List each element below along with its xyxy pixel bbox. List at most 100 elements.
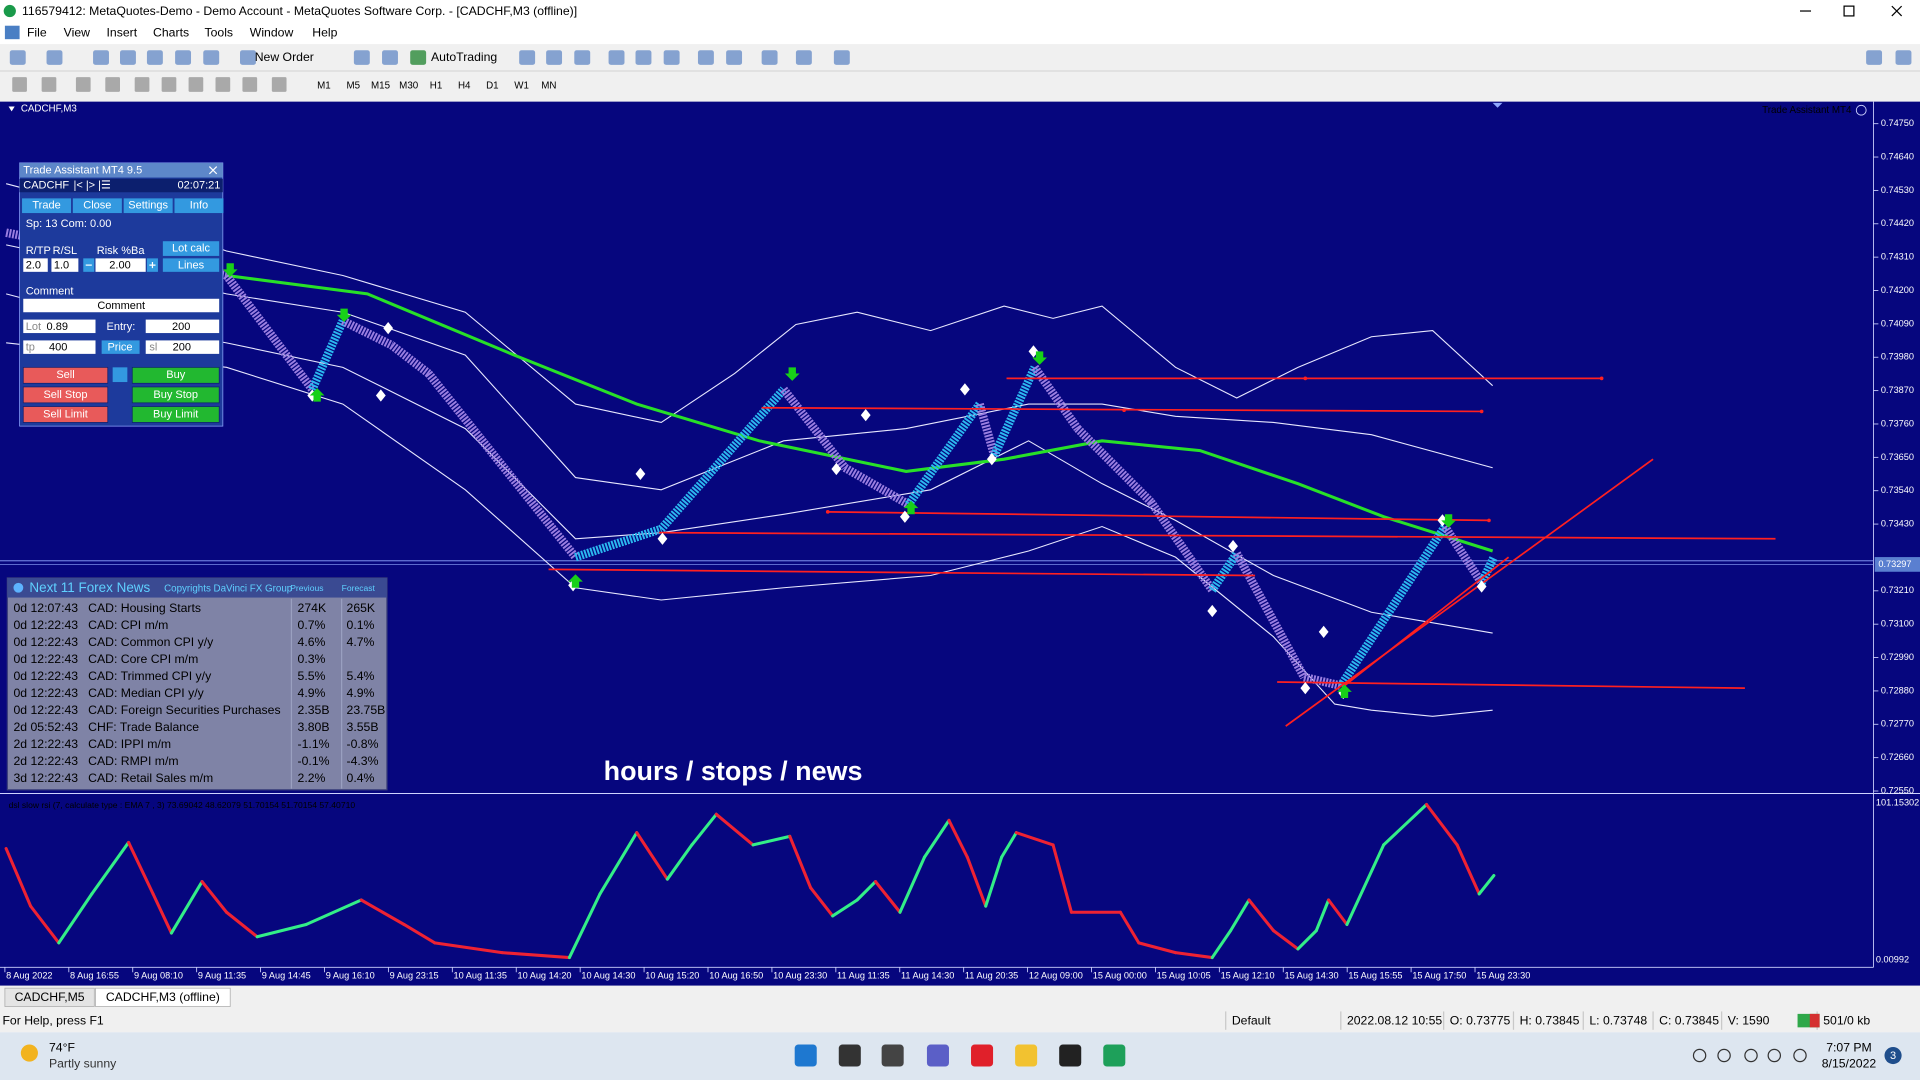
tp-input[interactable]	[23, 340, 96, 354]
timeframe-button[interactable]: H4	[458, 80, 471, 91]
menu-item[interactable]: View	[64, 25, 90, 39]
taskbar-app[interactable]	[1015, 1044, 1038, 1067]
toolbar-icon[interactable]	[105, 77, 120, 92]
toolbar-icon[interactable]	[175, 50, 192, 65]
sl-input[interactable]	[145, 340, 220, 354]
timeframe-button[interactable]: M5	[347, 80, 361, 91]
status-profile: Default	[1232, 1013, 1271, 1027]
menu-item[interactable]: Insert	[107, 25, 138, 39]
toolbar-icon[interactable]	[203, 50, 220, 65]
taskbar-app[interactable]	[794, 1044, 817, 1067]
toolbar-icon[interactable]	[795, 50, 812, 65]
toolbar-icon[interactable]	[546, 50, 563, 65]
menu-item[interactable]: File	[27, 25, 47, 39]
toolbar-icon[interactable]	[12, 77, 27, 92]
comment-input[interactable]	[23, 298, 220, 313]
toolbar-icon[interactable]	[215, 77, 231, 92]
notification-badge[interactable]	[1884, 1046, 1902, 1065]
lot-calc-button[interactable]	[162, 241, 220, 256]
panel-nav[interactable]: |< |> |☰	[73, 179, 110, 191]
time-axis: 8 Aug 2022 8 Aug 16:55 9 Aug 08:10 9 Aug 11…	[4, 967, 1530, 980]
rsi-segment	[690, 812, 718, 847]
menu-item[interactable]: Charts	[153, 25, 189, 39]
status-close: C: 0.73845	[1659, 1013, 1719, 1027]
toolbar-icon[interactable]	[410, 50, 427, 65]
timeframe-button[interactable]: MN	[541, 80, 556, 91]
panel-close[interactable]	[208, 166, 218, 175]
toolbar-icon[interactable]	[574, 50, 591, 65]
panel-tab[interactable]	[22, 198, 72, 214]
toolbar-icon[interactable]	[9, 50, 26, 65]
taskbar-app[interactable]	[971, 1044, 994, 1067]
buy-button[interactable]	[131, 406, 220, 423]
toolbar-icon[interactable]	[41, 77, 57, 92]
tray-icon[interactable]	[1744, 1048, 1758, 1063]
taskbar-app[interactable]	[1103, 1044, 1126, 1067]
taskbar-app[interactable]	[838, 1044, 861, 1067]
taskbar-app[interactable]	[1059, 1044, 1082, 1067]
chart-tab[interactable]	[4, 987, 95, 1007]
buy-button[interactable]	[131, 386, 220, 404]
menu-item[interactable]: Window	[250, 25, 294, 39]
side-toggle[interactable]	[112, 367, 128, 383]
order-buttons: Sell Buy Sell Stop Buy Stop Sell Limit Buy Li…	[22, 366, 220, 423]
toolbar-icon[interactable]	[75, 77, 91, 92]
toolbar-icon[interactable]	[608, 50, 625, 65]
toolbar-icon[interactable]	[134, 77, 150, 92]
menu-item[interactable]: Help	[312, 25, 337, 39]
taskbar-app[interactable]	[926, 1044, 949, 1067]
toolbar-icon[interactable]	[726, 50, 743, 65]
risk-input[interactable]	[95, 258, 146, 272]
toolbar-icon[interactable]	[188, 77, 204, 92]
tray-icon[interactable]	[1793, 1048, 1807, 1063]
autotrading-button[interactable]: AutoTrading	[431, 50, 497, 64]
sell-button[interactable]	[22, 406, 109, 423]
toolbar-icon[interactable]	[120, 50, 136, 65]
toolbar-icon[interactable]	[833, 50, 850, 65]
buy-button[interactable]	[131, 366, 220, 384]
timeframe-button[interactable]: M30	[399, 80, 419, 91]
timeframe-button[interactable]: M15	[371, 80, 391, 91]
toolbar-icon[interactable]	[519, 50, 536, 65]
toolbar-icon[interactable]	[146, 50, 163, 65]
sell-button[interactable]	[22, 386, 109, 404]
menu-item[interactable]: Tools	[204, 25, 233, 39]
toolbar-icon[interactable]	[240, 50, 256, 65]
restore-button[interactable]	[1843, 5, 1855, 17]
timeframe-button[interactable]: M1	[317, 80, 331, 91]
taskbar-app[interactable]	[881, 1044, 904, 1067]
lot-input[interactable]	[23, 319, 96, 334]
rtp-input[interactable]	[23, 258, 48, 272]
toolbar-icon[interactable]	[761, 50, 778, 65]
price-button[interactable]	[101, 340, 140, 354]
timeframe-button[interactable]: W1	[514, 80, 529, 91]
sell-button[interactable]	[22, 366, 109, 384]
toolbar-icon[interactable]	[697, 50, 714, 65]
toolbar-icon[interactable]	[353, 50, 370, 65]
toolbar-icon[interactable]	[161, 77, 177, 92]
tray-icon[interactable]	[1767, 1048, 1782, 1063]
toolbar-icon[interactable]	[271, 77, 287, 92]
lines-button[interactable]	[162, 258, 220, 272]
toolbar-icon[interactable]	[1866, 50, 1883, 65]
toolbar-icon[interactable]	[1895, 50, 1912, 65]
toolbar-icon[interactable]	[382, 50, 398, 65]
toolbar-icon[interactable]	[93, 50, 109, 65]
indicator-close[interactable]	[1855, 104, 1867, 116]
rsl-input[interactable]	[51, 258, 79, 272]
toolbar-icon[interactable]	[242, 77, 258, 92]
entry-input[interactable]	[145, 319, 220, 334]
toolbar-icon[interactable]	[663, 50, 680, 65]
chart-tab[interactable]	[95, 987, 231, 1007]
new-order-button[interactable]: New Order	[255, 50, 314, 64]
toolbar-icon[interactable]	[46, 50, 63, 65]
timeframe-button[interactable]: H1	[430, 80, 443, 91]
close-button[interactable]	[1891, 5, 1903, 17]
panel-tab[interactable]	[123, 198, 173, 214]
timeframe-button[interactable]: D1	[486, 80, 499, 91]
tray-icon[interactable]	[1692, 1048, 1707, 1063]
panel-tab[interactable]	[174, 198, 224, 214]
tray-icon[interactable]	[1717, 1048, 1731, 1063]
toolbar-icon[interactable]	[635, 50, 652, 65]
panel-tab[interactable]	[72, 198, 122, 214]
